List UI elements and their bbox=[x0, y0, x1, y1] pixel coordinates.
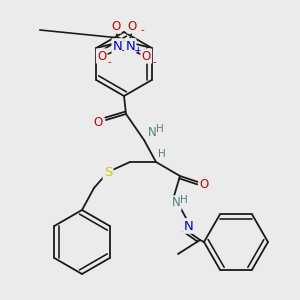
Text: O: O bbox=[93, 116, 103, 128]
Text: S: S bbox=[104, 166, 112, 178]
Text: -: - bbox=[140, 25, 144, 35]
Text: +: + bbox=[134, 46, 142, 56]
Text: H: H bbox=[180, 195, 188, 205]
Text: -: - bbox=[152, 57, 156, 67]
Text: H: H bbox=[158, 149, 166, 159]
Text: N: N bbox=[113, 40, 123, 52]
Text: N: N bbox=[148, 125, 156, 139]
Text: O: O bbox=[97, 50, 106, 62]
Text: +: + bbox=[122, 46, 130, 56]
Text: N: N bbox=[184, 220, 194, 232]
Text: O: O bbox=[128, 20, 137, 32]
Text: O: O bbox=[200, 178, 208, 190]
Text: O: O bbox=[111, 20, 120, 32]
Text: N: N bbox=[125, 40, 135, 52]
Text: -: - bbox=[108, 57, 112, 67]
Text: N: N bbox=[172, 196, 180, 209]
Text: H: H bbox=[156, 124, 164, 134]
Text: O: O bbox=[142, 50, 151, 62]
